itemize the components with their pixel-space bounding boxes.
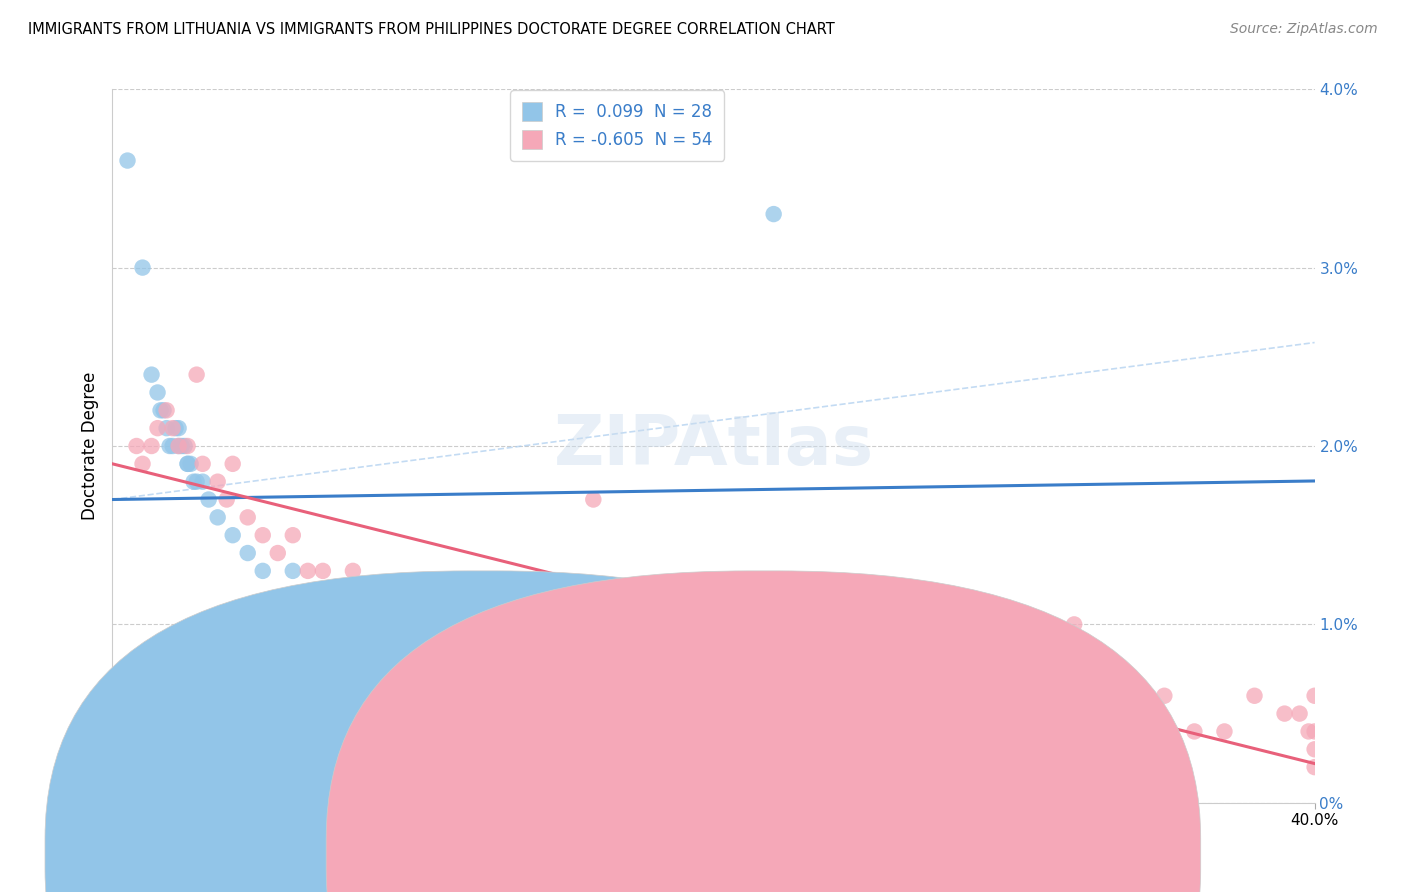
Point bbox=[155, 403, 177, 417]
Point bbox=[152, 403, 174, 417]
Point bbox=[149, 403, 172, 417]
Point bbox=[1123, 706, 1146, 721]
Point bbox=[762, 207, 785, 221]
Point bbox=[222, 528, 245, 542]
Point bbox=[387, 599, 409, 614]
Point bbox=[522, 635, 544, 649]
Point bbox=[1303, 742, 1326, 756]
Point bbox=[252, 528, 274, 542]
Point bbox=[159, 439, 181, 453]
Point bbox=[1063, 617, 1085, 632]
Point bbox=[191, 457, 214, 471]
Point bbox=[1274, 706, 1296, 721]
Text: Immigrants from Lithuania: Immigrants from Lithuania bbox=[503, 847, 707, 861]
Point bbox=[326, 582, 349, 596]
Point bbox=[1303, 724, 1326, 739]
Point bbox=[582, 492, 605, 507]
Point bbox=[186, 368, 208, 382]
Point bbox=[342, 564, 364, 578]
Point bbox=[1153, 689, 1175, 703]
Point bbox=[215, 492, 238, 507]
Point bbox=[1002, 689, 1025, 703]
Point bbox=[222, 457, 245, 471]
Point bbox=[180, 457, 202, 471]
Point bbox=[167, 439, 190, 453]
Point bbox=[207, 510, 229, 524]
Point bbox=[155, 421, 177, 435]
Point bbox=[186, 475, 208, 489]
Point bbox=[197, 492, 219, 507]
Point bbox=[357, 599, 380, 614]
Point bbox=[733, 653, 755, 667]
Point bbox=[176, 457, 198, 471]
Text: Immigrants from Philippines: Immigrants from Philippines bbox=[785, 847, 1000, 861]
Point bbox=[141, 368, 163, 382]
Point bbox=[167, 439, 190, 453]
Point bbox=[141, 439, 163, 453]
Point bbox=[942, 689, 965, 703]
Point bbox=[170, 439, 193, 453]
Point bbox=[492, 617, 515, 632]
Point bbox=[125, 439, 148, 453]
Point bbox=[117, 153, 139, 168]
Point bbox=[146, 385, 169, 400]
Point bbox=[191, 475, 214, 489]
Point bbox=[176, 457, 198, 471]
Point bbox=[1243, 689, 1265, 703]
Point bbox=[1298, 724, 1320, 739]
Point bbox=[1303, 760, 1326, 774]
Point bbox=[371, 582, 394, 596]
Point bbox=[553, 635, 575, 649]
Point bbox=[1213, 724, 1236, 739]
Text: IMMIGRANTS FROM LITHUANIA VS IMMIGRANTS FROM PHILIPPINES DOCTORATE DEGREE CORREL: IMMIGRANTS FROM LITHUANIA VS IMMIGRANTS … bbox=[28, 22, 835, 37]
Point bbox=[1288, 706, 1310, 721]
Point bbox=[281, 564, 304, 578]
Point bbox=[281, 528, 304, 542]
Y-axis label: Doctorate Degree: Doctorate Degree bbox=[80, 372, 98, 520]
Point bbox=[643, 653, 665, 667]
Point bbox=[582, 582, 605, 596]
Point bbox=[297, 564, 319, 578]
Point bbox=[131, 260, 153, 275]
Point bbox=[162, 421, 184, 435]
Point bbox=[823, 671, 845, 685]
Point bbox=[1303, 689, 1326, 703]
Point bbox=[165, 421, 187, 435]
Point bbox=[236, 510, 259, 524]
Point bbox=[131, 457, 153, 471]
Point bbox=[432, 599, 454, 614]
Legend: R =  0.099  N = 28, R = -0.605  N = 54: R = 0.099 N = 28, R = -0.605 N = 54 bbox=[510, 90, 724, 161]
Point bbox=[162, 439, 184, 453]
Point bbox=[207, 475, 229, 489]
Point bbox=[167, 421, 190, 435]
Point bbox=[176, 439, 198, 453]
Point bbox=[883, 671, 905, 685]
Point bbox=[183, 475, 205, 489]
Point bbox=[402, 582, 425, 596]
Point bbox=[672, 653, 695, 667]
Point bbox=[612, 617, 634, 632]
Point bbox=[173, 439, 195, 453]
Point bbox=[146, 421, 169, 435]
Point bbox=[702, 635, 725, 649]
Point bbox=[461, 617, 484, 632]
Point bbox=[1184, 724, 1206, 739]
Point bbox=[762, 671, 785, 685]
Point bbox=[236, 546, 259, 560]
Text: ZIPAtlas: ZIPAtlas bbox=[554, 412, 873, 480]
Text: Source: ZipAtlas.com: Source: ZipAtlas.com bbox=[1230, 22, 1378, 37]
Point bbox=[267, 546, 290, 560]
Point bbox=[312, 564, 335, 578]
Point bbox=[252, 564, 274, 578]
